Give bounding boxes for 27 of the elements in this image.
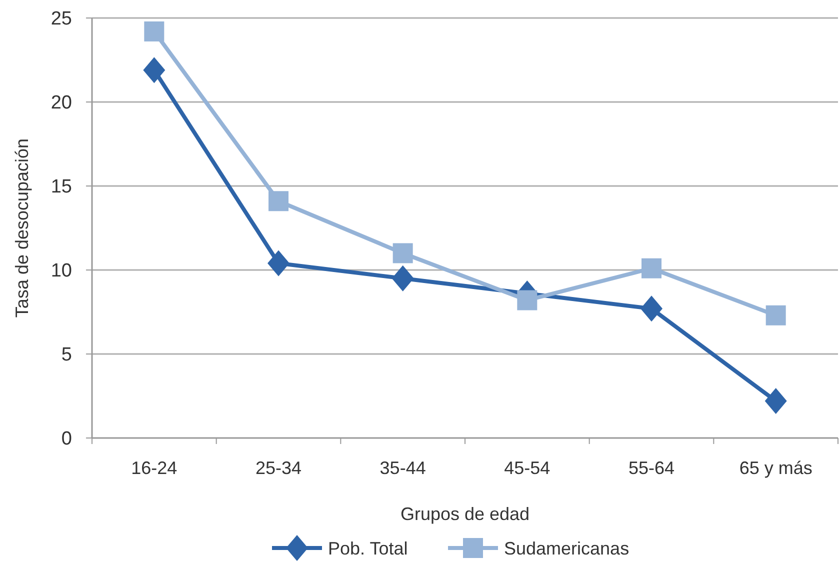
y-axis-title: Tasa de desocupación: [12, 138, 32, 318]
y-tick-label: 10: [50, 260, 72, 282]
x-tick-label: 35-44: [380, 458, 426, 478]
point: [144, 21, 164, 42]
x-tick-label: 55-64: [628, 458, 675, 478]
point: [392, 265, 414, 292]
x-tick-label: 25-34: [255, 458, 302, 478]
y-tick-label: 0: [61, 428, 72, 450]
point: [766, 305, 786, 326]
y-tick-label: 20: [50, 92, 72, 114]
y-tick-label: 15: [50, 176, 72, 198]
y-tick-label: 5: [61, 344, 72, 366]
point: [517, 290, 538, 310]
y-tick-label: 25: [50, 8, 72, 30]
point: [268, 191, 288, 212]
point: [642, 258, 662, 278]
legend-label: Pob. Total: [328, 538, 408, 558]
point: [392, 243, 413, 264]
x-tick-label: 16-24: [131, 458, 178, 478]
x-axis-title: Grupos de edad: [400, 504, 530, 524]
point: [764, 388, 787, 414]
legend-label: Sudamericanas: [504, 538, 630, 558]
point: [268, 250, 290, 276]
x-tick-label: 65 y más: [739, 458, 812, 478]
point: [143, 57, 166, 84]
x-tick-label: 45-54: [504, 458, 550, 478]
point: [640, 296, 662, 322]
